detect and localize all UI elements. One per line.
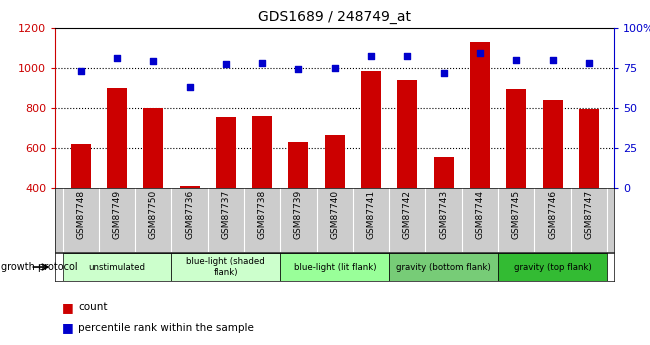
Text: count: count [78,302,107,312]
Point [112,55,122,61]
Point [366,54,376,59]
Text: growth protocol: growth protocol [1,262,78,272]
Text: GSM87739: GSM87739 [294,190,303,239]
Text: blue-light (lit flank): blue-light (lit flank) [294,263,376,272]
Text: percentile rank within the sample: percentile rank within the sample [78,323,254,333]
Text: GSM87744: GSM87744 [475,190,484,239]
Text: GSM87742: GSM87742 [403,190,412,239]
Point [547,57,558,62]
Point [148,59,159,64]
Text: GSM87741: GSM87741 [367,190,376,239]
Point [293,67,304,72]
Text: GSM87750: GSM87750 [149,190,158,239]
Point [474,50,485,56]
Bar [543,100,562,188]
Bar [62,253,172,281]
Point [584,60,594,66]
Point [185,84,195,90]
Bar [361,71,381,188]
Point [220,62,231,67]
Bar [289,142,309,188]
Bar [579,109,599,188]
Bar [107,88,127,188]
Text: GSM87743: GSM87743 [439,190,448,239]
Bar [280,253,389,281]
Bar [325,135,344,188]
Bar [470,42,490,188]
Bar [498,253,607,281]
Text: GSM87746: GSM87746 [548,190,557,239]
Text: GSM87740: GSM87740 [330,190,339,239]
Point [511,57,521,62]
Point [439,70,449,75]
Point [330,65,340,70]
Text: blue-light (shaded
flank): blue-light (shaded flank) [187,257,265,277]
Bar [389,253,498,281]
Text: gravity (top flank): gravity (top flank) [514,263,592,272]
Bar [172,253,280,281]
Bar [252,116,272,188]
Text: ■: ■ [62,300,73,314]
Text: GSM87737: GSM87737 [222,190,230,239]
Bar [506,89,526,188]
Text: unstimulated: unstimulated [88,263,146,272]
Bar [397,80,417,188]
Text: GSM87736: GSM87736 [185,190,194,239]
Bar [179,186,200,188]
Bar [71,144,90,188]
Text: GSM87745: GSM87745 [512,190,521,239]
Text: GSM87749: GSM87749 [112,190,122,239]
Text: GSM87738: GSM87738 [257,190,266,239]
Bar [434,157,454,188]
Point [75,68,86,74]
Text: gravity (bottom flank): gravity (bottom flank) [396,263,491,272]
Text: GSM87747: GSM87747 [584,190,593,239]
Point [402,54,413,59]
Point [257,60,267,66]
Bar [216,117,236,188]
Text: GSM87748: GSM87748 [76,190,85,239]
Bar [143,108,163,188]
Text: ■: ■ [62,321,73,334]
Title: GDS1689 / 248749_at: GDS1689 / 248749_at [258,10,411,24]
